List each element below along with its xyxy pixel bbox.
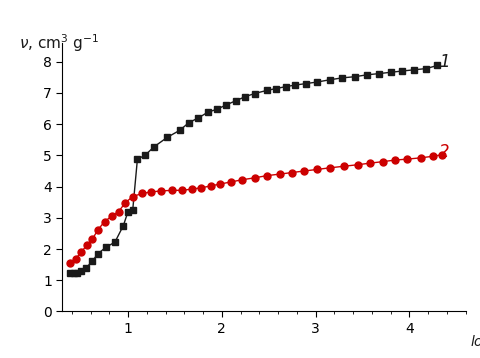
- Text: $\nu$, cm$^3$ g$^{-1}$: $\nu$, cm$^3$ g$^{-1}$: [19, 32, 99, 54]
- Text: 1: 1: [439, 53, 450, 71]
- Text: log($r$*, nm): log($r$*, nm): [469, 333, 480, 351]
- Text: 2: 2: [439, 142, 450, 161]
